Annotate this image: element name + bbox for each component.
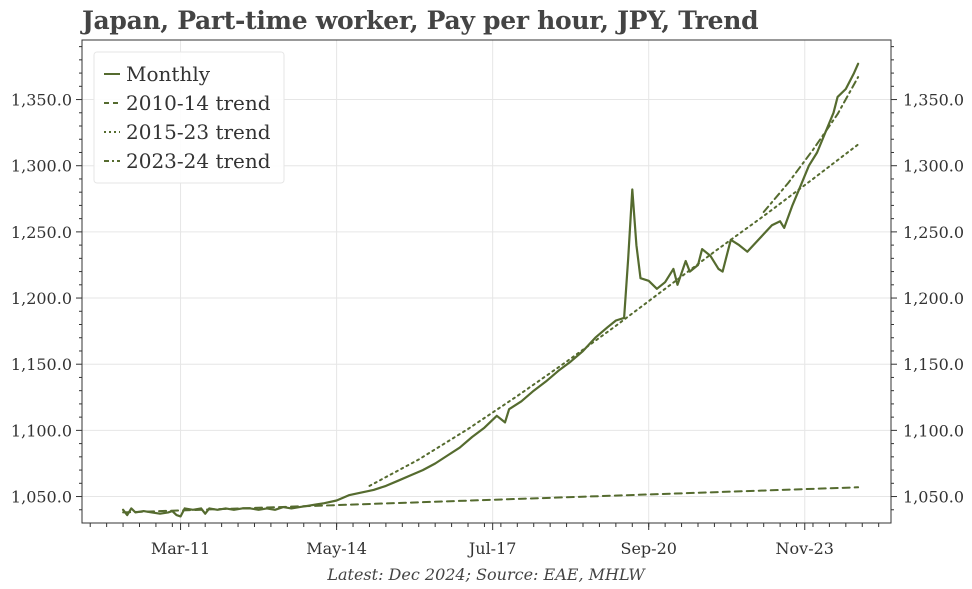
y-tick-label-right: 1,350.0 [903,91,964,110]
plot-frame [81,39,892,524]
legend-box [93,51,285,184]
series-line-2015-23-trend [368,143,860,487]
y-tick-label-left: 1,200.0 [11,289,72,308]
x-tick-label: Nov-23 [776,539,834,558]
series-line-monthly [122,62,860,518]
y-tick-label-right: 1,150.0 [903,355,964,374]
y-tick-label-right: 1,200.0 [903,289,964,308]
y-tick-label-right: 1,300.0 [903,157,964,176]
legend: Monthly 2010-14 trend 2015-23 trend 2023-24… [93,51,285,184]
y-tick-label-right: 1,050.0 [903,488,964,507]
y-tick-label-left: 1,050.0 [11,488,72,507]
series-line-2023-24-trend [762,76,860,213]
chart-title: Japan, Part-time worker, Pay per hour, J… [82,6,759,35]
source-note: Latest: Dec 2024; Source: EAE, MHLW [327,565,645,584]
x-tick-label: Mar-11 [151,539,210,558]
x-tick-label: Jul-17 [467,539,517,558]
y-tick-label-left: 1,250.0 [11,223,72,242]
y-tick-label-right: 1,250.0 [903,223,964,242]
y-tick-label-left: 1,150.0 [11,355,72,374]
x-tick-label: May-14 [306,539,367,558]
x-tick-label: Sep-20 [620,539,676,558]
y-tick-label-left: 1,100.0 [11,421,72,440]
y-tick-label-right: 1,100.0 [903,421,964,440]
legend-label: 2015-23 trend [126,120,271,144]
axes: 1,050.0 1,050.0 1,100.0 1,100.0 1,150.0 1,150… [11,46,964,558]
legend-label: 2010-14 trend [126,91,271,115]
legend-label: Monthly [126,62,211,86]
y-tick-label-left: 1,350.0 [11,91,72,110]
series [122,62,860,518]
legend-label: 2023-24 trend [126,149,271,173]
y-tick-label-left: 1,300.0 [11,157,72,176]
